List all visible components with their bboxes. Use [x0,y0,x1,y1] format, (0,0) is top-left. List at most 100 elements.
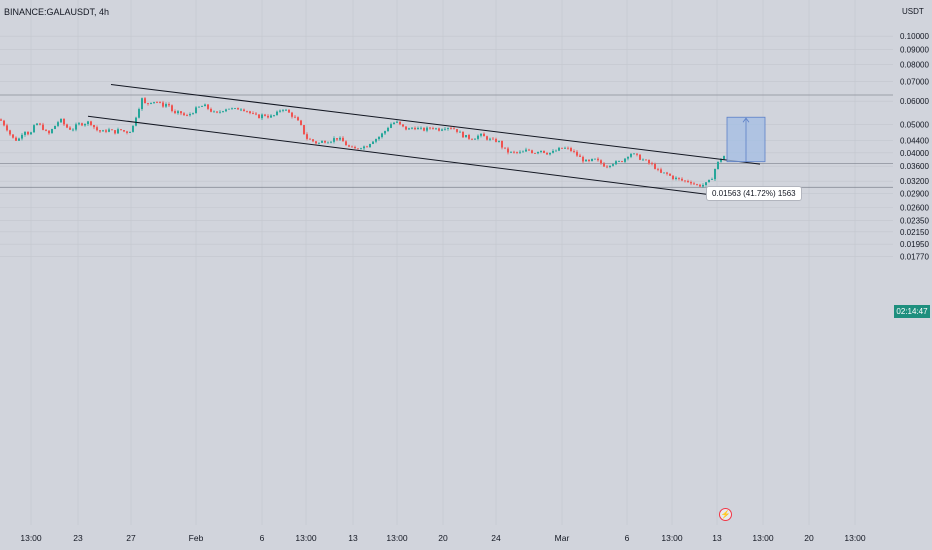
channel-line [110,84,761,165]
candle-body [324,141,326,143]
candle-body [105,130,107,132]
price-unit: USDT [902,7,924,16]
candle-body [99,130,101,132]
candle-body [246,111,248,112]
candle-body [621,161,623,162]
candle-body [231,108,233,110]
candle-body [699,184,701,187]
candle-body [615,161,617,165]
candle-body [15,137,17,141]
candle-body [144,98,146,104]
candle-body [450,127,452,129]
candle-body [561,147,563,149]
candle-body [159,102,161,103]
y-tick-label: 0.07000 [900,78,929,87]
candle-body [402,124,404,127]
candle-body [642,159,644,161]
time-axis[interactable]: 13:00 23 27 Feb 6 13:00 13 13:00 20 24 Mar 6 13:00 13… [20,533,866,543]
candle-body [528,149,530,151]
x-tick-label: Mar [555,533,570,543]
candle-body [267,115,269,118]
candle-body [438,128,440,131]
candle-body [666,172,668,174]
candle-body [486,136,488,140]
candle-body [573,150,575,152]
candle-body [87,121,89,125]
flash-icon[interactable]: ⚡ [719,508,732,521]
price-range-measure[interactable] [726,116,766,163]
candle-body [516,152,518,153]
candle-body [339,137,341,140]
candle-body [129,131,131,133]
candle-body [504,147,506,149]
x-tick-label: 13:00 [661,533,683,543]
candle-body [684,180,686,182]
candle-body [171,105,173,112]
candle-body [579,155,581,157]
candle-body [384,131,386,134]
candle-body [309,138,311,140]
candle-body [306,134,308,139]
candle-body [81,123,83,126]
candle-body [510,151,512,153]
candle-body [471,138,473,140]
candle-body [405,126,407,130]
candle-body [435,128,437,130]
candle-body [558,147,560,151]
candle-body [537,151,539,154]
candle-body [93,125,95,128]
candle-body [426,127,428,131]
candle-body [78,123,80,125]
candle-body [261,114,263,119]
x-tick-label: 23 [73,533,83,543]
candle-body [258,114,260,119]
candle-body [186,115,188,116]
candle-body [48,130,50,134]
x-tick-label: 24 [491,533,501,543]
candle-body [252,113,254,114]
candle-body [714,168,716,180]
candle-body [693,183,695,185]
candle-body [597,158,599,161]
candle-body [216,111,218,113]
candle-body [249,111,251,114]
candle-body [366,146,368,148]
candle-body [375,139,377,142]
candle-body [363,146,365,149]
candle-body [60,118,62,123]
price-axis[interactable]: 0.10000 0.09000 0.08000 0.07000 0.06000 0.050… [900,32,929,261]
candle-body [546,152,548,155]
candle-body [162,102,164,107]
candle-body [189,114,191,116]
candle-body [411,127,413,129]
y-tick-label: 0.02150 [900,228,929,237]
candle-body [483,133,485,137]
candle-body [585,159,587,162]
candle-body [357,148,359,150]
candle-body [222,111,224,112]
candle-body [636,153,638,155]
candle-body [318,142,320,144]
channel-trendlines[interactable] [87,84,761,201]
x-tick-label: 13 [348,533,358,543]
candle-body [39,123,41,125]
candle-body [6,125,8,131]
candle-body [195,107,197,114]
candle-body [90,121,92,126]
candle-body [312,139,314,142]
candle-body [675,177,677,179]
candle-body [702,185,704,187]
candle-body [69,127,71,130]
candle-body [243,109,245,112]
x-tick-label: 13:00 [295,533,317,543]
candle-body [210,108,212,112]
candle-body [630,153,632,157]
candle-body [711,179,713,180]
candle-body [582,156,584,162]
candle-body [540,150,542,152]
candle-body [51,129,53,134]
candle-body [117,129,119,134]
candle-body [126,131,128,133]
candle-body [507,148,509,153]
